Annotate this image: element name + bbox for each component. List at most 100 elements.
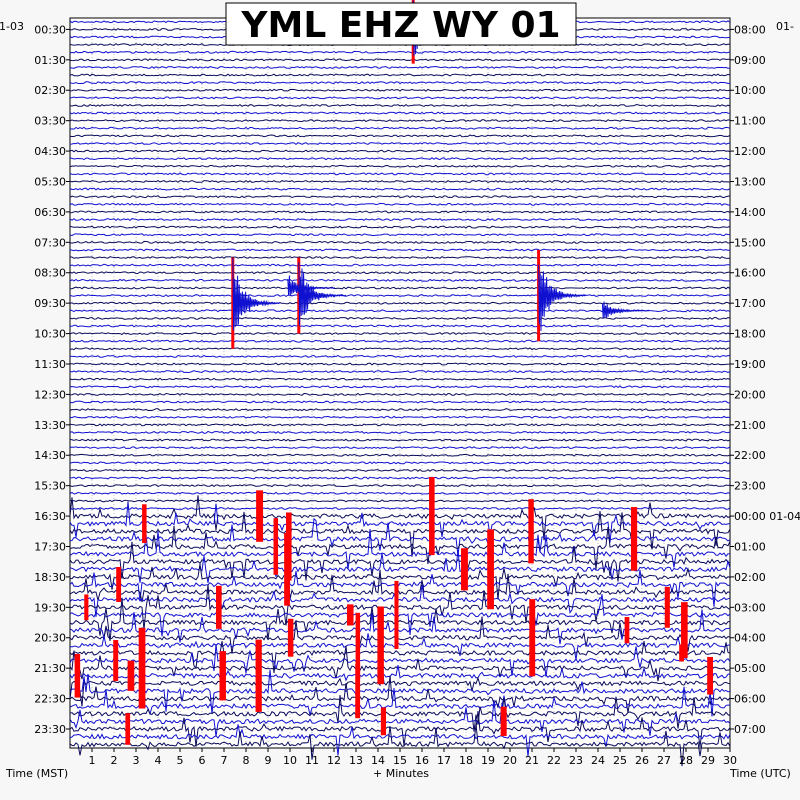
trace-row	[69, 134, 731, 138]
event-clipped-spike	[113, 639, 119, 682]
x-tick-label: 27	[657, 754, 671, 767]
trace-row	[69, 218, 731, 222]
right-hour-label: 05:00	[734, 662, 766, 675]
right-hour-label: 18:00	[734, 328, 766, 341]
trace-row	[69, 141, 731, 146]
event-clipped-spike	[461, 548, 468, 591]
trace-row	[69, 149, 731, 153]
trace-row	[69, 484, 731, 488]
trace-row	[69, 385, 731, 389]
x-tick-label: 4	[155, 754, 162, 767]
trace-row	[69, 339, 731, 343]
trace-row	[69, 528, 731, 570]
trace-row	[69, 126, 731, 130]
axis-layer: 1 2 3 4 5 6 7 8 9 10 11 12 13 14 15 16 17 18 19 20 21 22 23 24 2…	[34, 23, 800, 767]
left-hour-label: 13:30	[34, 419, 66, 432]
right-hour-label: 23:00	[734, 480, 766, 493]
left-hour-label: 20:30	[34, 632, 66, 645]
trace-row	[69, 294, 731, 298]
event-waveform	[601, 301, 650, 319]
left-hour-label: 18:30	[34, 571, 66, 584]
event-clipped-spike	[255, 639, 262, 712]
event-clipped-spike	[287, 618, 294, 657]
x-tick-label: 26	[635, 754, 649, 767]
trace-row	[69, 564, 731, 600]
event-clipped-spike	[256, 490, 264, 542]
trace-row	[69, 584, 731, 617]
event-clipped-spike	[84, 594, 89, 621]
trace-row	[69, 645, 731, 682]
trace-row	[70, 286, 731, 290]
left-hour-label: 12:30	[34, 388, 66, 401]
left-hour-label: 19:30	[34, 601, 66, 614]
x-tick-label: 8	[243, 754, 250, 767]
right-hour-label: 07:00	[734, 723, 766, 736]
trace-row	[69, 453, 731, 457]
trace-row	[69, 96, 731, 100]
trace-row	[69, 179, 731, 184]
trace-row	[69, 641, 731, 674]
left-hour-label: 04:30	[34, 145, 66, 158]
trace-row	[69, 670, 731, 717]
event-clipped-spike	[394, 580, 399, 649]
trace-row	[69, 665, 731, 694]
x-tick-label: 3	[133, 754, 140, 767]
trace-row	[69, 525, 731, 570]
left-hour-label: 02:30	[34, 84, 66, 97]
trace-row	[69, 172, 731, 176]
x-tick-label: 30	[723, 754, 737, 767]
trace-row	[69, 633, 731, 660]
trace-row	[69, 111, 731, 115]
x-tick-label: 14	[371, 754, 385, 767]
trace-row	[69, 400, 731, 404]
trace-row	[69, 332, 731, 336]
trace-row	[70, 324, 731, 328]
trace-row	[69, 50, 731, 54]
trace-row	[69, 499, 731, 503]
right-hour-label: 03:00	[734, 601, 766, 614]
trace-row	[69, 210, 731, 214]
event-clipped-spike	[500, 706, 507, 737]
event-clipped-spike	[528, 499, 534, 564]
title-box	[225, 2, 577, 46]
event-clipped-spike	[116, 567, 122, 603]
right-hour-label: 22:00	[734, 449, 766, 462]
trace-row	[69, 347, 731, 351]
x-tick-label: 20	[503, 754, 517, 767]
left-hour-label: 21:30	[34, 662, 66, 675]
left-hour-label: 11:30	[34, 358, 66, 371]
trace-row	[69, 58, 730, 62]
trace-row	[69, 665, 731, 707]
x-tick-label: 19	[481, 754, 495, 767]
trace-row	[69, 415, 731, 419]
trace-row	[69, 164, 731, 168]
trace-row	[69, 491, 731, 495]
event-clipped-spike	[681, 602, 688, 659]
trace-row	[69, 233, 731, 237]
trace-row	[69, 278, 731, 282]
left-hour-label: 06:30	[34, 206, 66, 219]
event-clipped-spike	[142, 504, 147, 544]
event-clipped-spike	[429, 477, 435, 556]
trace-row	[69, 392, 731, 396]
trace-row	[69, 187, 731, 191]
x-tick-label: 6	[199, 754, 206, 767]
right-hour-label: 17:00	[734, 297, 766, 310]
x-tick-label: 21	[525, 754, 539, 767]
x-tick-label: 29	[701, 754, 715, 767]
right-hour-label: 09:00	[734, 54, 766, 67]
right-hour-label: 16:00	[734, 267, 766, 280]
left-hour-label: 17:30	[34, 540, 66, 553]
right-hour-label: 08:00	[734, 23, 766, 36]
right-top-date-label: 01-	[776, 20, 794, 33]
trace-row	[69, 248, 731, 252]
event-waveform	[232, 258, 281, 331]
trace-row	[69, 195, 731, 199]
trace-row	[69, 569, 731, 603]
left-axis-label: Time (MST)	[5, 767, 68, 780]
event-clipped-spike	[529, 599, 536, 677]
event-clipped-spike	[74, 653, 81, 698]
trace-row	[69, 263, 731, 267]
right-hour-label: 02:00	[734, 571, 766, 584]
x-tick-label: 28	[679, 754, 693, 767]
